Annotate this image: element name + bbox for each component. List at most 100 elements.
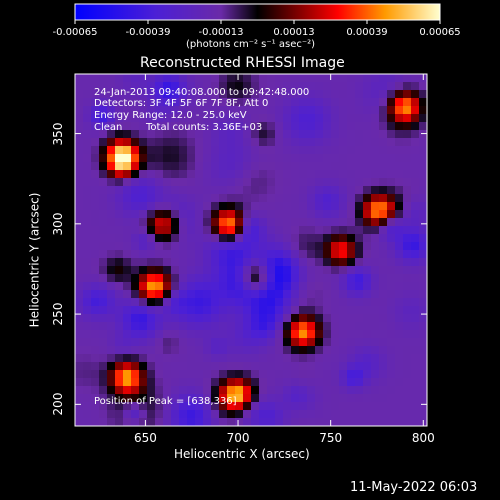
heatmap-cell [275, 394, 284, 403]
heatmap-cell [187, 210, 196, 219]
heatmap-cell [275, 154, 284, 163]
heatmap-cell [283, 146, 292, 155]
heatmap-cell [147, 162, 156, 171]
heatmap-cell [187, 178, 196, 187]
heatmap-cell [155, 378, 164, 387]
heatmap-cell [331, 250, 340, 259]
heatmap-cell [99, 170, 108, 179]
heatmap-cell [83, 346, 92, 355]
heatmap-cell [131, 306, 140, 315]
heatmap-cell [411, 370, 420, 379]
heatmap-cell [275, 274, 284, 283]
heatmap-cell [339, 162, 348, 171]
heatmap-cell [259, 186, 268, 195]
heatmap-cell [347, 114, 356, 123]
heatmap-cell [299, 106, 308, 115]
heatmap-cell [371, 162, 380, 171]
heatmap-cell [163, 226, 172, 235]
heatmap-cell [187, 146, 196, 155]
heatmap-cell [131, 218, 140, 227]
heatmap-cell [419, 346, 428, 355]
heatmap-cell [171, 234, 180, 243]
heatmap-cell [171, 346, 180, 355]
heatmap-cell [179, 330, 188, 339]
heatmap-cell [315, 154, 324, 163]
heatmap-cell [211, 186, 220, 195]
heatmap-cell [107, 394, 116, 403]
heatmap-cell [75, 154, 84, 163]
heatmap-cell [211, 138, 220, 147]
heatmap-cell [131, 226, 140, 235]
heatmap-cell [211, 338, 220, 347]
heatmap-cell [395, 250, 404, 259]
heatmap-cell [251, 250, 260, 259]
heatmap-cell [195, 98, 204, 107]
heatmap-cell [259, 114, 268, 123]
heatmap-cell [83, 138, 92, 147]
heatmap-cell [83, 402, 92, 411]
heatmap-cell [83, 154, 92, 163]
heatmap-cell [395, 354, 404, 363]
heatmap-cell [187, 250, 196, 259]
heatmap-cell [411, 146, 420, 155]
heatmap-cell [139, 250, 148, 259]
heatmap-cell [91, 314, 100, 323]
heatmap-cell [227, 250, 236, 259]
heatmap-cell [227, 154, 236, 163]
heatmap-cell [107, 106, 116, 115]
heatmap-cell [299, 338, 308, 347]
heatmap-cell [411, 114, 420, 123]
heatmap-cell [275, 210, 284, 219]
heatmap-cell [403, 306, 412, 315]
heatmap-cell [411, 378, 420, 387]
heatmap-cell [171, 146, 180, 155]
heatmap-cell [219, 154, 228, 163]
heatmap-cell [75, 274, 84, 283]
heatmap-cell [195, 186, 204, 195]
heatmap-cell [115, 242, 124, 251]
heatmap-cell [331, 282, 340, 291]
heatmap-cell [75, 322, 84, 331]
heatmap-cell [379, 130, 388, 139]
heatmap-cell [155, 170, 164, 179]
heatmap-cell [371, 322, 380, 331]
heatmap-cell [403, 234, 412, 243]
heatmap-cell [403, 154, 412, 163]
heatmap-cell [115, 226, 124, 235]
heatmap-cell [275, 226, 284, 235]
heatmap-cell [283, 106, 292, 115]
heatmap-cell [387, 242, 396, 251]
heatmap-cell [315, 210, 324, 219]
heatmap-cell [403, 330, 412, 339]
heatmap-cell [123, 290, 132, 299]
heatmap-cell [99, 186, 108, 195]
heatmap-cell [123, 394, 132, 403]
heatmap-cell [107, 282, 116, 291]
heatmap-cell [187, 162, 196, 171]
heatmap-cell [147, 386, 156, 395]
heatmap-cell [179, 186, 188, 195]
heatmap-cell [171, 274, 180, 283]
heatmap-cell [419, 402, 428, 411]
heatmap-cell [371, 330, 380, 339]
heatmap-cell [75, 402, 84, 411]
heatmap-cell [99, 266, 108, 275]
heatmap-cell [275, 218, 284, 227]
heatmap-cell [299, 298, 308, 307]
heatmap-cell [155, 218, 164, 227]
heatmap-cell [251, 242, 260, 251]
heatmap-cell [371, 226, 380, 235]
heatmap-cell [387, 410, 396, 419]
heatmap-cell [99, 82, 108, 91]
heatmap-cell [307, 218, 316, 227]
heatmap-cell [75, 314, 84, 323]
heatmap-cell [371, 346, 380, 355]
heatmap-cell [307, 122, 316, 131]
heatmap-cell [75, 82, 84, 91]
heatmap-cell [99, 314, 108, 323]
heatmap-cell [187, 322, 196, 331]
heatmap-cell [99, 250, 108, 259]
heatmap-cell [219, 338, 228, 347]
heatmap-cell [419, 322, 428, 331]
heatmap-cell [227, 314, 236, 323]
